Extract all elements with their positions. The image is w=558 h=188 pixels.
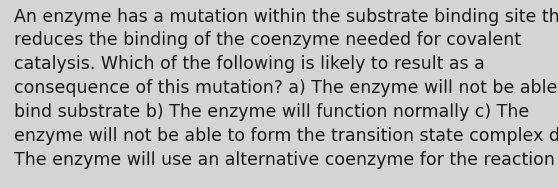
Text: An enzyme has a mutation within the substrate binding site that
reduces the bind: An enzyme has a mutation within the subs… xyxy=(14,8,558,169)
